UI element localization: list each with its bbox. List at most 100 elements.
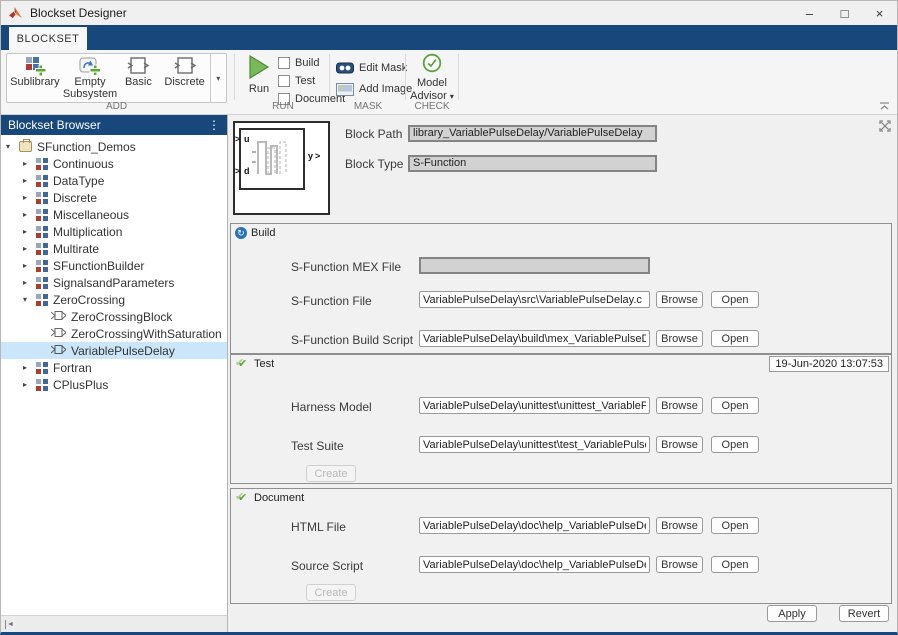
expander-closed-icon[interactable]: ▸ xyxy=(23,244,28,253)
build-script-browse-button[interactable]: Browse xyxy=(656,330,703,347)
tree-item-signalsandparameters[interactable]: ▸ SignalsandParameters xyxy=(23,275,175,290)
run-play-icon xyxy=(249,54,270,80)
build-section-header[interactable]: ↻ Build xyxy=(231,224,891,241)
double-check-icon xyxy=(235,490,250,504)
source-script-browse-button[interactable]: Browse xyxy=(656,556,703,573)
panel-menu-icon[interactable]: ⋮ xyxy=(208,118,220,132)
tree-item-cplusplus[interactable]: ▸ CPlusPlus xyxy=(23,377,109,392)
chevron-down-icon: ▾ xyxy=(449,92,454,101)
build-script-open-button[interactable]: Open xyxy=(711,330,759,347)
tree-scrollbar[interactable]: ◄ xyxy=(1,615,227,632)
tree-item-variablepulsedelay[interactable]: VariablePulseDelay xyxy=(1,342,227,359)
tree-item-fortran[interactable]: ▸ Fortran xyxy=(23,360,92,375)
expander-closed-icon[interactable]: ▸ xyxy=(23,193,28,202)
sublibrary-icon xyxy=(36,157,48,170)
expander-closed-icon[interactable]: ▸ xyxy=(23,363,28,372)
source-script-input[interactable] xyxy=(419,556,650,573)
block-path-label: Block Path xyxy=(345,127,403,141)
pulse-waveform-icon xyxy=(252,141,287,175)
build-checkbox-row[interactable]: Build xyxy=(278,56,319,70)
add-group-box: Sublibrary Empty Subsystem Basic xyxy=(6,53,227,103)
tree-item-continuous[interactable]: ▸ Continuous xyxy=(23,156,114,171)
image-icon xyxy=(336,82,354,96)
tree-item-zerocrossing[interactable]: ▾ ZeroCrossing xyxy=(23,292,126,307)
sublibrary-button[interactable]: Sublibrary xyxy=(7,54,63,102)
tree-item-miscellaneous[interactable]: ▸ Miscellaneous xyxy=(23,207,130,222)
revert-button[interactable]: Revert xyxy=(839,605,889,622)
tree-item-datatype[interactable]: ▸ DataType xyxy=(23,173,105,188)
harness-model-browse-button[interactable]: Browse xyxy=(656,397,703,414)
sublibrary-icon xyxy=(36,276,48,289)
empty-subsystem-button[interactable]: Empty Subsystem xyxy=(63,54,117,102)
build-script-input[interactable] xyxy=(419,330,650,347)
document-create-button: Create xyxy=(306,584,356,601)
expander-open-icon[interactable]: ▾ xyxy=(23,295,28,304)
add-image-button[interactable]: Add Image xyxy=(336,81,412,97)
discrete-block-button[interactable]: Discrete xyxy=(160,54,210,102)
tree-item-zerocrossingwithsaturation[interactable]: ZeroCrossingWithSaturation xyxy=(1,325,227,342)
chevron-down-icon: ▾ xyxy=(216,73,221,83)
tab-blockset[interactable]: BLOCKSET xyxy=(9,27,87,50)
tree-item-zerocrossingblock[interactable]: ZeroCrossingBlock xyxy=(1,308,227,325)
sfunction-file-open-button[interactable]: Open xyxy=(711,291,759,308)
tree-item-multiplication[interactable]: ▸ Multiplication xyxy=(23,224,123,239)
tree-item-sfunctionbuilder[interactable]: ▸ SFunctionBuilder xyxy=(23,258,145,273)
minimize-button[interactable]: – xyxy=(805,5,814,21)
matlab-logo-icon xyxy=(9,6,23,18)
test-suite-open-button[interactable]: Open xyxy=(711,436,759,453)
expander-closed-icon[interactable]: ▸ xyxy=(23,278,28,287)
apply-button[interactable]: Apply xyxy=(767,605,817,622)
maximize-button[interactable]: □ xyxy=(840,5,849,21)
build-section: ↻ Build S-Function MEX File S-Function F… xyxy=(230,223,892,354)
collapse-ribbon-icon[interactable] xyxy=(879,98,890,116)
expander-closed-icon[interactable]: ▸ xyxy=(23,159,28,168)
run-button[interactable]: Run xyxy=(241,54,277,95)
blockset-browser-panel: Blockset Browser ⋮ ▾ SFunction_Demos ▸ C… xyxy=(1,115,228,632)
source-script-open-button[interactable]: Open xyxy=(711,556,759,573)
output-port-y: y xyxy=(308,151,314,161)
sublibrary-icon xyxy=(36,208,48,221)
expand-panel-icon[interactable] xyxy=(879,119,891,137)
tree-item-multirate[interactable]: ▸ Multirate xyxy=(23,241,100,256)
harness-model-input[interactable] xyxy=(419,397,650,414)
test-section-header[interactable]: Test xyxy=(231,355,891,372)
mex-file-label: S-Function MEX File xyxy=(291,260,402,274)
sfunction-file-browse-button[interactable]: Browse xyxy=(656,291,703,308)
tree-item-discrete[interactable]: ▸ Discrete xyxy=(23,190,98,205)
tree-item-sfunction-demos[interactable]: ▾ SFunction_Demos xyxy=(6,139,136,154)
harness-model-open-button[interactable]: Open xyxy=(711,397,759,414)
expander-closed-icon[interactable]: ▸ xyxy=(23,176,28,185)
expander-closed-icon[interactable]: ▸ xyxy=(23,210,28,219)
sublibrary-icon xyxy=(36,242,48,255)
basic-block-button[interactable]: Basic xyxy=(117,54,159,102)
expander-closed-icon[interactable]: ▸ xyxy=(23,261,28,270)
add-more-dropdown[interactable]: ▾ xyxy=(209,54,226,102)
expander-closed-icon[interactable]: ▸ xyxy=(23,380,28,389)
test-section: Test 19-Jun-2020 13:07:53 Harness Model … xyxy=(230,354,892,484)
double-check-icon xyxy=(235,356,250,370)
html-file-browse-button[interactable]: Browse xyxy=(656,517,703,534)
test-checkbox[interactable] xyxy=(278,75,290,87)
scroll-left-icon[interactable]: ◄ xyxy=(5,619,14,629)
expander-closed-icon[interactable]: ▸ xyxy=(23,227,28,236)
sfunction-file-input[interactable] xyxy=(419,291,650,308)
test-suite-input[interactable] xyxy=(419,436,650,453)
titlebar: Blockset Designer – □ × xyxy=(1,1,897,25)
edit-mask-button[interactable]: Edit Mask xyxy=(336,60,407,76)
model-advisor-button[interactable]: Model Advisor ▾ xyxy=(407,53,457,103)
empty-subsystem-icon xyxy=(79,57,102,76)
mask-goggles-icon xyxy=(336,62,354,74)
blockset-browser-header: Blockset Browser ⋮ xyxy=(1,115,227,135)
sublibrary-icon xyxy=(36,293,48,306)
document-checkbox-row[interactable]: Document xyxy=(278,92,345,106)
build-checkbox[interactable] xyxy=(278,57,290,69)
document-checkbox[interactable] xyxy=(278,93,290,105)
test-checkbox-row[interactable]: Test xyxy=(278,74,315,88)
expander-open-icon[interactable]: ▾ xyxy=(6,142,11,151)
html-file-open-button[interactable]: Open xyxy=(711,517,759,534)
test-suite-browse-button[interactable]: Browse xyxy=(656,436,703,453)
close-button[interactable]: × xyxy=(875,5,884,21)
document-section-header[interactable]: Document xyxy=(231,489,891,506)
output-port-chevron: > xyxy=(315,151,321,161)
html-file-input[interactable] xyxy=(419,517,650,534)
